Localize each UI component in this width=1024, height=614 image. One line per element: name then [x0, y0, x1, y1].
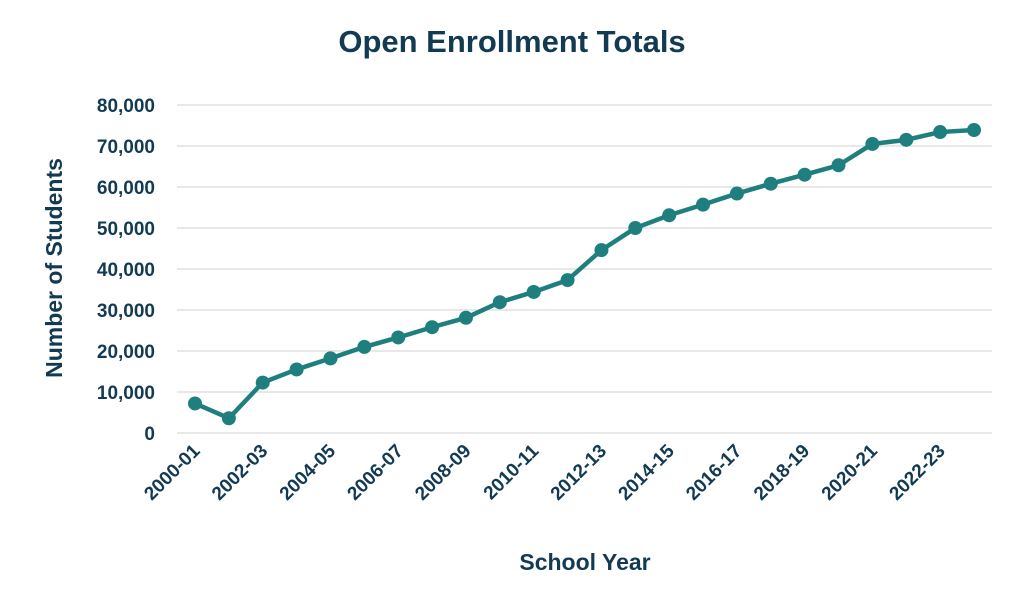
data-point	[763, 176, 778, 191]
x-tick-label: 2014-15	[615, 440, 679, 504]
x-tick-label: 2006-07	[344, 441, 408, 505]
y-tick-label: 70,000	[97, 137, 155, 158]
series-line	[194, 127, 975, 421]
y-tick-label: 50,000	[97, 219, 155, 240]
data-point	[289, 362, 304, 377]
data-point	[662, 208, 677, 223]
data-point	[865, 136, 880, 151]
x-tick-label: 2018-19	[750, 441, 814, 505]
y-tick-label: 10,000	[97, 383, 155, 404]
x-tick-label: 2010-11	[480, 440, 544, 504]
data-point	[221, 411, 236, 426]
data-point	[797, 167, 812, 182]
x-tick-label: 2020-21	[818, 440, 882, 504]
x-axis-label: School Year	[519, 549, 650, 575]
data-point	[831, 158, 846, 173]
y-tick-label: 40,000	[97, 260, 155, 281]
data-point	[696, 197, 711, 212]
data-point	[323, 351, 338, 366]
data-point	[458, 310, 473, 325]
data-point	[594, 243, 609, 258]
chart-title: Open Enrollment Totals	[338, 24, 686, 59]
data-point	[933, 125, 948, 140]
x-tick-label: 2008-09	[411, 441, 475, 505]
data-point	[357, 339, 372, 354]
data-point	[255, 375, 270, 390]
y-tick-label: 80,000	[97, 96, 155, 117]
y-axis-ticks: 0 10,000 20,000 30,000 40,000 50,000 60,000 70,…	[97, 96, 155, 445]
data-point	[391, 330, 406, 345]
gridlines	[177, 104, 992, 434]
data-point	[729, 186, 744, 201]
x-tick-label: 2004-05	[276, 440, 340, 504]
data-point	[560, 273, 575, 288]
x-tick-label: 2016-17	[682, 441, 746, 505]
x-tick-label: 2022-23	[886, 441, 950, 505]
data-point	[628, 221, 643, 235]
y-tick-label: 30,000	[97, 301, 155, 322]
series-enrollment	[188, 123, 981, 426]
data-point	[967, 123, 981, 138]
data-point	[526, 284, 541, 299]
x-tick-label: 2012-13	[547, 441, 611, 505]
x-axis-ticks: 2000-01 2002-03 2004-05 2006-07 2008-09 2010-…	[140, 440, 949, 504]
data-point	[188, 396, 202, 411]
data-point	[492, 295, 507, 310]
x-tick-label: 2000-01	[140, 440, 204, 504]
x-tick-label: 2002-03	[208, 441, 272, 505]
y-tick-label: 60,000	[97, 178, 155, 199]
y-tick-label: 20,000	[97, 342, 155, 363]
y-axis-label: Number of Students	[41, 158, 67, 378]
data-point	[899, 132, 914, 147]
data-point	[425, 320, 440, 335]
y-tick-label: 0	[144, 424, 155, 445]
